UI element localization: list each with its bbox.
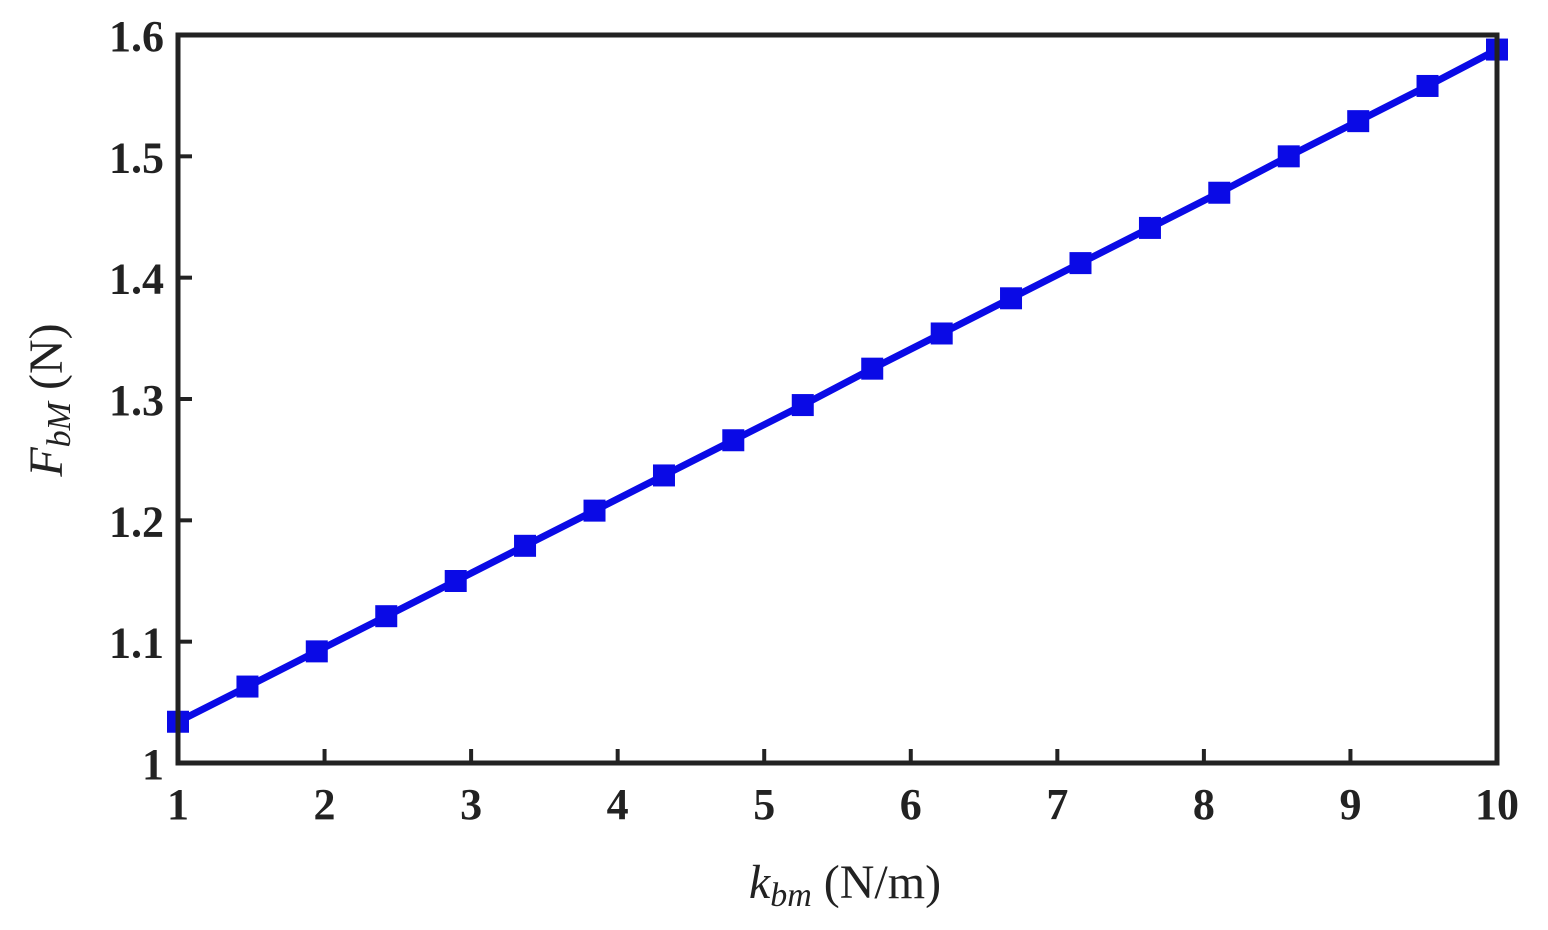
data-point-marker bbox=[236, 675, 259, 698]
data-point-marker bbox=[375, 605, 398, 628]
y-axis-label-sub: bM bbox=[41, 400, 78, 447]
data-point-marker bbox=[1347, 110, 1370, 133]
data-point-marker bbox=[1138, 216, 1161, 239]
data-point-marker bbox=[1208, 181, 1231, 204]
data-point-marker bbox=[861, 357, 884, 380]
x-axis-label-unit: (N/m) bbox=[812, 856, 941, 909]
x-tick-label: 2 bbox=[314, 780, 336, 829]
y-tick-label: 1.1 bbox=[109, 619, 164, 668]
x-tick-label: 9 bbox=[1339, 780, 1361, 829]
plot-frame bbox=[175, 32, 1500, 766]
x-tick-label: 5 bbox=[753, 780, 775, 829]
data-point-marker bbox=[1277, 145, 1300, 168]
y-axis-label-unit: (N) bbox=[20, 323, 73, 402]
data-point-marker bbox=[583, 499, 606, 522]
x-tick-label: 7 bbox=[1046, 780, 1068, 829]
data-point-marker bbox=[930, 322, 953, 345]
data-point-marker bbox=[1000, 287, 1023, 310]
data-point-marker bbox=[791, 394, 814, 417]
data-point-marker bbox=[1069, 252, 1092, 275]
x-axis-label-sub: bm bbox=[770, 877, 812, 914]
y-tick-label: 1.4 bbox=[109, 255, 164, 304]
tick-labels: 1 2 3 4 5 6 7 8 9 10 1 1.1 1.2 1.3 1.4 1.5 1.6 bbox=[109, 12, 1519, 829]
series-group bbox=[167, 38, 1508, 733]
series-line bbox=[176, 46, 1499, 725]
x-tick-label: 6 bbox=[900, 780, 922, 829]
data-point-marker bbox=[652, 464, 675, 487]
x-tick-label: 4 bbox=[607, 780, 629, 829]
x-axis-label-var: k bbox=[749, 856, 772, 909]
y-tick-label: 1 bbox=[142, 740, 164, 789]
y-tick-label: 1.6 bbox=[109, 12, 164, 61]
y-axis-label-var: F bbox=[20, 447, 73, 478]
x-tick-label: 10 bbox=[1475, 780, 1519, 829]
y-tick-label: 1.5 bbox=[109, 133, 164, 182]
data-point-marker bbox=[514, 534, 537, 557]
x-tick-label: 3 bbox=[460, 780, 482, 829]
axis-ticks bbox=[178, 154, 1353, 763]
x-tick-label: 8 bbox=[1193, 780, 1215, 829]
data-point-marker bbox=[305, 640, 328, 663]
y-axis-label: FbM (N) bbox=[20, 323, 78, 477]
x-axis-label: kbm (N/m) bbox=[749, 856, 941, 914]
data-point-marker bbox=[722, 429, 745, 452]
data-point-marker bbox=[1416, 74, 1439, 97]
y-tick-label: 1.2 bbox=[109, 497, 164, 546]
data-point-marker bbox=[444, 570, 467, 592]
x-tick-label: 1 bbox=[167, 780, 189, 829]
y-tick-label: 1.3 bbox=[109, 376, 164, 425]
